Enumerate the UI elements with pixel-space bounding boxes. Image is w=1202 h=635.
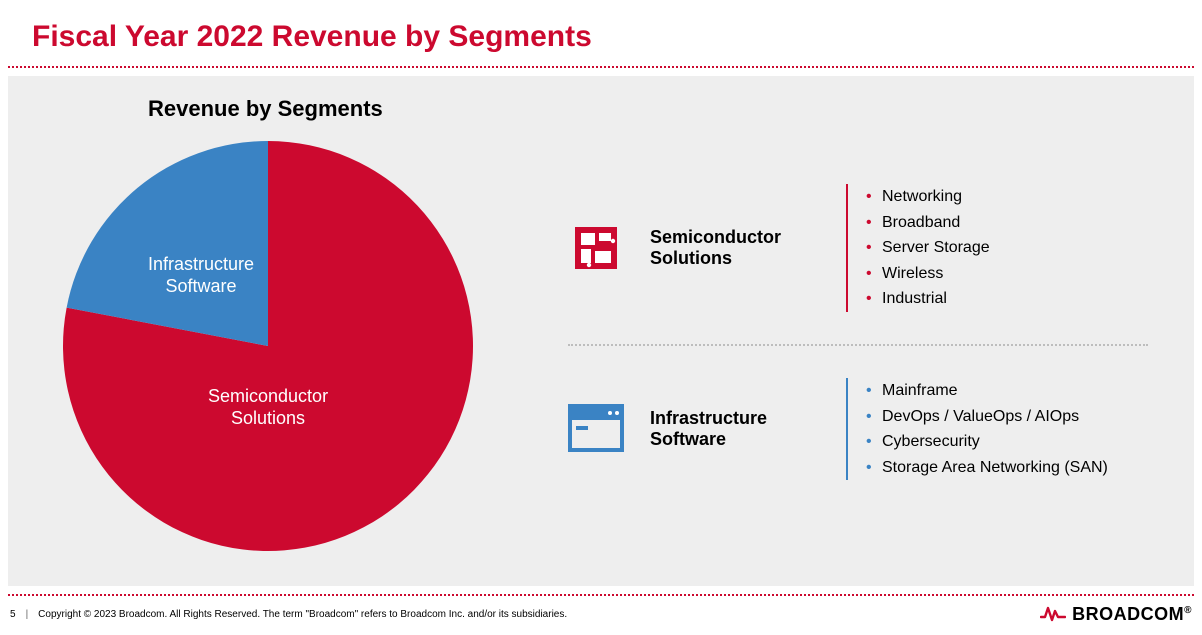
pie-chart-area: Revenue by Segments SemiconductorSolutio… bbox=[58, 96, 538, 556]
chip-icon bbox=[568, 220, 624, 276]
segment-label-infrastructure: InfrastructureSoftware bbox=[650, 408, 820, 449]
content-panel: Revenue by Segments SemiconductorSolutio… bbox=[8, 76, 1194, 586]
footer-separator: | bbox=[26, 609, 29, 620]
bullet-item: Broadband bbox=[866, 210, 990, 236]
bullet-item: Wireless bbox=[866, 261, 990, 287]
bullet-item: Server Storage bbox=[866, 235, 990, 261]
bullet-item: Storage Area Networking (SAN) bbox=[866, 455, 1108, 481]
window-icon bbox=[568, 401, 624, 457]
footer-left: 5 | Copyright © 2023 Broadcom. All Right… bbox=[10, 609, 567, 620]
broadcom-logo: BROADCOM® bbox=[1040, 604, 1192, 625]
bullet-item: Industrial bbox=[866, 286, 990, 312]
footer: 5 | Copyright © 2023 Broadcom. All Right… bbox=[0, 593, 1202, 635]
segment-divider bbox=[568, 344, 1148, 346]
bullet-item: Mainframe bbox=[866, 378, 1108, 404]
broadcom-pulse-icon bbox=[1040, 605, 1066, 623]
broadcom-logo-text: BROADCOM® bbox=[1072, 604, 1192, 625]
slide-title: Fiscal Year 2022 Revenue by Segments bbox=[0, 0, 1202, 66]
title-divider bbox=[8, 66, 1194, 68]
segment-bullets-semiconductor: NetworkingBroadbandServer StorageWireles… bbox=[846, 184, 990, 312]
pie-chart: SemiconductorSolutionsInfrastructureSoft… bbox=[58, 136, 478, 556]
copyright-text: Copyright © 2023 Broadcom. All Rights Re… bbox=[38, 609, 567, 620]
bullet-item: Networking bbox=[866, 184, 990, 210]
segment-row-infrastructure: InfrastructureSoftware MainframeDevOps / … bbox=[568, 360, 1168, 498]
segment-label-semiconductor: SemiconductorSolutions bbox=[650, 227, 820, 268]
pie-svg bbox=[58, 136, 478, 556]
bullet-item: Cybersecurity bbox=[866, 429, 1108, 455]
chart-title: Revenue by Segments bbox=[58, 96, 538, 122]
bullet-item: DevOps / ValueOps / AIOps bbox=[866, 404, 1108, 430]
page-number: 5 bbox=[10, 609, 16, 620]
segment-bullets-infrastructure: MainframeDevOps / ValueOps / AIOpsCybers… bbox=[846, 378, 1108, 480]
segment-row-semiconductor: SemiconductorSolutions NetworkingBroadban… bbox=[568, 166, 1168, 330]
segments-list: SemiconductorSolutions NetworkingBroadban… bbox=[568, 166, 1168, 498]
